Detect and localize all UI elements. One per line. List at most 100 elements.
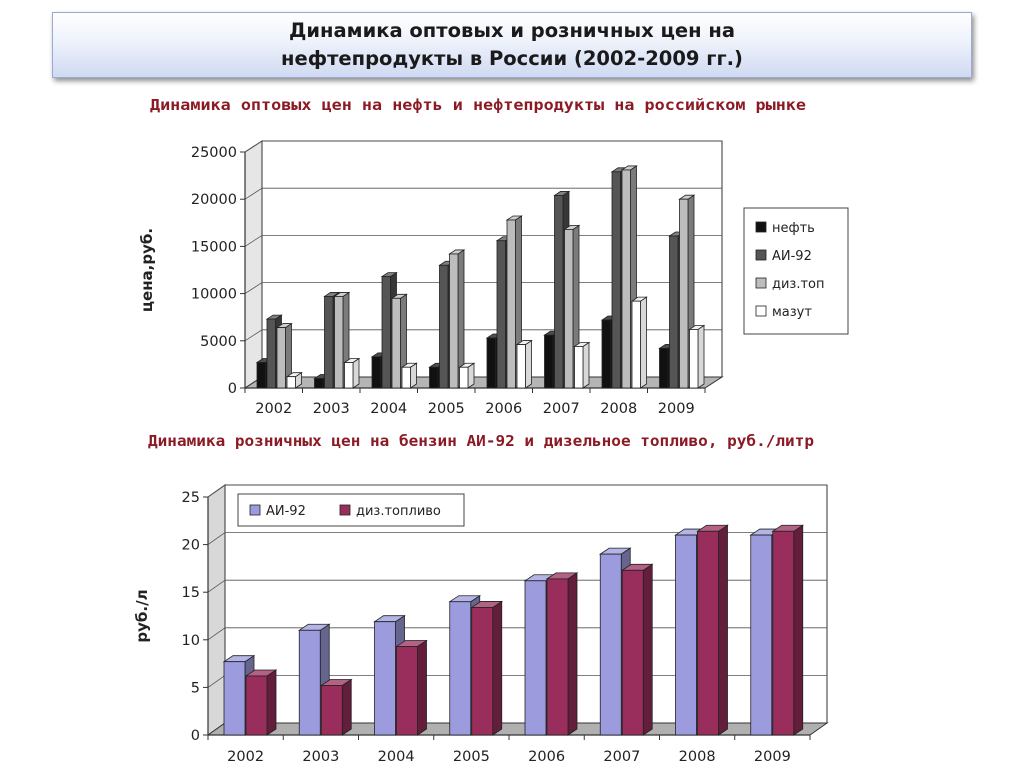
bar-мазут-2005-front [459,366,469,389]
bar-АИ-92-2007-front [599,553,622,736]
y-tick-label: 0 [228,381,237,397]
legend: АИ-92 диз.топливо [237,493,465,527]
bar-мазут-2009 [688,324,706,389]
bar-диз.топливо-2005-front [471,607,494,736]
bar-диз.топливо-2002-side [266,669,277,736]
bar-АИ-92-2003-front [324,296,334,389]
bar-мазут-2004 [400,362,418,389]
x-tick-label: 2008 [679,749,716,765]
y-tick-label: 0 [191,728,200,744]
bar-АИ-92-2009-front [750,534,773,736]
y-tick-label: 25 [182,490,200,506]
bar-диз.топ-2006-front [506,219,516,389]
bar-диз.топливо-2007 [620,563,654,736]
bar-диз.топливо-2004-front [396,646,418,736]
retail-chart-title: Динамика розничных цен на бензин АИ-92 и… [148,432,814,450]
bar-диз.топливо-2009-front [772,530,795,736]
x-tick-label: 2003 [302,749,339,765]
bar-диз.топливо-2003-front [320,685,343,736]
x-tick-label: 2009 [658,401,695,417]
x-tick-label: 2002 [227,749,264,765]
bar-диз.топливо-2006-front [546,578,569,736]
bar-диз.топливо-2008-side [718,524,728,736]
bar-АИ-92-2002-front [223,661,246,736]
bar-АИ-92-2003-front [298,629,321,736]
legend-swatch-диз.топливо [339,504,351,516]
bar-диз.топливо-2008 [696,524,729,736]
bar-АИ-92-2007-front [554,195,564,389]
y-tick-label: 15000 [191,239,237,255]
bar-мазут-2008 [630,296,648,389]
gridline-side [207,532,226,545]
bar-АИ-92-2005-front [449,601,472,736]
x-tick-label: 2007 [543,401,580,417]
bar-диз.топ-2002 [275,322,293,389]
legend-swatch-АИ-92 [755,249,767,261]
bar-диз.топливо-2009 [771,524,805,736]
bar-диз.топ-2005 [448,249,466,389]
bar-диз.топ-2008-front [621,169,631,389]
legend-label-диз.топливо: диз.топливо [356,504,441,519]
slide-title-line-1: Динамика оптовых и розничных цен на [288,19,736,42]
x-tick-label: 2005 [428,401,465,417]
bar-мазут-2005 [458,362,476,389]
bar-диз.топливо-2008-front [697,530,719,736]
bar-диз.топ-2004-front [391,297,401,389]
bar-нефть-2009-front [659,347,669,389]
bar-мазут-2008-front [631,300,641,389]
bar-мазут-2007 [573,341,591,389]
wholesale-price-chart: 0 5000 10000 15000 20000 25000 2002 2003 2004 200… [138,140,849,417]
bar-диз.топливо-2006 [545,572,579,736]
x-tick-label: 2006 [485,401,522,417]
gridline-side [207,627,226,641]
y-tick-label: 10000 [191,287,237,303]
slide-title: Динамика оптовых и розничных цен на нефт… [52,12,972,78]
bar-диз.топ-2003-front [334,296,344,389]
y-tick-label: 20000 [191,192,237,208]
x-tick-label: 2006 [528,749,565,765]
gridline-side [207,484,226,498]
bar-АИ-92-2005-front [439,264,449,389]
gridline-side [244,140,263,153]
bar-АИ-92-2009-front [669,235,679,389]
legend-box [237,493,465,527]
bar-диз.топ-2007-front [564,229,574,389]
legend-label-мазут: мазут [772,305,812,320]
chart-side-wall [244,140,263,389]
bar-АИ-92-2004-front [374,621,396,736]
y-tick-label: 15 [182,585,200,601]
bar-мазут-2004-front [401,366,411,389]
bar-диз.топливо-2005 [470,600,504,736]
bar-мазут-2002-front [286,376,296,389]
x-tick-label: 2003 [313,401,350,417]
gridline-side [244,282,263,294]
legend-swatch-мазут [755,305,767,317]
bar-диз.топ-2009-front [679,198,689,389]
bar-АИ-92-2002-front [266,318,276,389]
bar-мазут-2007-front [574,346,584,389]
x-tick-label: 2004 [378,749,415,765]
y-tick-label: 5000 [200,334,237,350]
bar-нефть-2005-front [429,366,439,389]
bar-АИ-92-2006-front [524,580,547,736]
legend: нефть АИ-92 диз.топ мазут [743,207,849,335]
bar-мазут-2006 [515,339,533,389]
gridline-side [244,329,263,342]
bar-диз.топливо-2007-front [621,569,644,736]
gridline-side [244,187,263,200]
bar-мазут-2003 [343,357,361,389]
bar-мазут-2009-front [689,329,699,389]
bar-нефть-2003-front [314,378,324,389]
y-axis-label: руб./л [133,589,151,642]
bar-мазут-2003-front [344,362,354,389]
bar-нефть-2007-front [544,334,554,389]
bar-диз.топ-2002-front [276,327,286,389]
x-tick-label: 2002 [255,401,292,417]
bar-диз.топливо-2005-side [492,600,503,736]
bar-диз.топливо-2003 [319,678,353,736]
x-tick-label: 2007 [603,749,640,765]
bar-нефть-2006-front [486,337,496,389]
bar-диз.топливо-2002 [244,669,278,736]
bar-нефть-2008-front [601,319,611,389]
bar-АИ-92-2004-front [381,276,391,389]
